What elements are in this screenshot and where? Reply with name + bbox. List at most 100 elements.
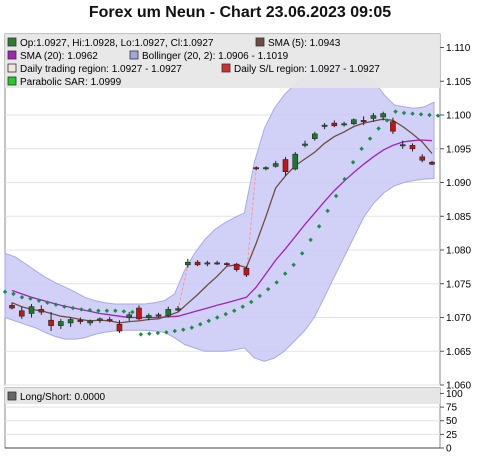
candle-body bbox=[116, 323, 123, 332]
candle-body bbox=[360, 120, 367, 123]
y-tick-label: 1.060 bbox=[446, 381, 471, 392]
candle-body bbox=[126, 314, 133, 318]
candle bbox=[106, 316, 113, 323]
legend-background bbox=[5, 34, 440, 88]
candle bbox=[263, 166, 269, 171]
legend-swatch bbox=[255, 37, 265, 47]
candle bbox=[126, 312, 133, 321]
sub-legend-swatch bbox=[7, 391, 17, 401]
legend-swatch bbox=[7, 76, 17, 86]
candle-body bbox=[253, 167, 259, 170]
candle bbox=[194, 260, 201, 267]
sar-point bbox=[274, 280, 279, 285]
candle bbox=[302, 140, 308, 148]
candle bbox=[136, 305, 142, 321]
sar-point bbox=[291, 262, 296, 268]
sar-point bbox=[104, 308, 110, 313]
sub-legend-entry: Long/Short: 0.0000 bbox=[20, 392, 106, 403]
candle-body bbox=[341, 123, 347, 126]
candle-body bbox=[370, 115, 377, 119]
candle-body bbox=[282, 159, 289, 173]
legend-entry: Op:1.0927, Hi:1.0928, Lo:1.0927, Cl:1.09… bbox=[20, 38, 214, 49]
sar-point bbox=[181, 327, 186, 332]
sar-point bbox=[401, 110, 407, 116]
candle-body bbox=[18, 310, 25, 317]
candle bbox=[48, 312, 54, 331]
candle-body bbox=[214, 262, 220, 265]
candle-body bbox=[38, 309, 45, 313]
sar-point bbox=[350, 160, 356, 165]
sub-tick-label: 75 bbox=[446, 403, 458, 414]
sar-point bbox=[249, 299, 254, 305]
candle bbox=[351, 118, 357, 126]
sar-point bbox=[62, 304, 67, 309]
candle bbox=[233, 262, 240, 272]
candle bbox=[28, 304, 35, 318]
candle-body bbox=[331, 122, 338, 127]
sar-point bbox=[11, 291, 16, 297]
sar-point bbox=[418, 112, 424, 117]
sar-point bbox=[265, 286, 271, 292]
sar-point bbox=[206, 318, 211, 324]
sar-point bbox=[164, 330, 169, 335]
y-tick-label: 1.110 bbox=[446, 43, 471, 54]
y-tick-label: 1.070 bbox=[446, 313, 471, 324]
candle-body bbox=[28, 306, 35, 314]
sar-point bbox=[147, 331, 152, 336]
sar-point bbox=[308, 237, 313, 243]
candle bbox=[97, 317, 103, 323]
sar-point bbox=[435, 113, 441, 118]
sar-point bbox=[257, 293, 262, 299]
gap-line bbox=[177, 264, 189, 311]
candle bbox=[165, 306, 172, 318]
sar-point bbox=[282, 271, 288, 276]
sar-point bbox=[316, 224, 322, 229]
candle-body bbox=[97, 318, 103, 321]
sar-point bbox=[342, 176, 347, 182]
candle bbox=[419, 154, 426, 163]
legend-swatch bbox=[129, 50, 139, 60]
sar-point bbox=[70, 305, 76, 311]
candle-body bbox=[67, 319, 74, 324]
candle-body bbox=[136, 307, 142, 320]
y-tick-label: 1.075 bbox=[446, 279, 471, 290]
candle-body bbox=[87, 320, 93, 324]
candle-body bbox=[429, 161, 435, 165]
candle-body bbox=[106, 319, 113, 322]
candle bbox=[282, 156, 289, 176]
legend-entry: SMA (20): 1.0962 bbox=[20, 51, 98, 62]
sar-point bbox=[333, 193, 339, 199]
candle bbox=[321, 123, 328, 130]
candle bbox=[214, 260, 220, 265]
candle-body bbox=[224, 263, 230, 266]
candle-body bbox=[48, 319, 54, 326]
candle bbox=[390, 117, 396, 134]
candle bbox=[380, 111, 386, 121]
sar-point bbox=[198, 322, 203, 327]
y-tick-label: 1.080 bbox=[446, 246, 471, 257]
candle-body bbox=[390, 121, 396, 132]
legend-entry: SMA (5): 1.0943 bbox=[268, 38, 341, 49]
y-tick-label: 1.090 bbox=[446, 178, 471, 189]
candle bbox=[58, 318, 64, 329]
candle-body bbox=[145, 315, 152, 318]
candle-body bbox=[9, 305, 15, 309]
candle bbox=[243, 266, 250, 277]
candle bbox=[292, 152, 299, 171]
sar-point bbox=[410, 111, 415, 116]
legend-swatch bbox=[7, 50, 17, 60]
sar-point bbox=[53, 302, 59, 307]
candle-body bbox=[194, 261, 201, 266]
sar-point bbox=[240, 304, 245, 309]
candle-body bbox=[165, 309, 172, 316]
legend-entry: Daily trading region: 1.0927 - 1.0927 bbox=[20, 64, 182, 75]
candle bbox=[224, 262, 230, 267]
legend-entry: Parabolic SAR: 1.0999 bbox=[20, 77, 122, 88]
candle-body bbox=[204, 262, 211, 265]
sar-point bbox=[36, 298, 42, 303]
legend-swatch bbox=[7, 63, 17, 73]
chart-title: Forex um Neun - Chart 23.06.2023 09:05 bbox=[88, 4, 392, 21]
candle-body bbox=[77, 319, 84, 322]
candle bbox=[272, 160, 279, 168]
candle bbox=[429, 160, 435, 165]
